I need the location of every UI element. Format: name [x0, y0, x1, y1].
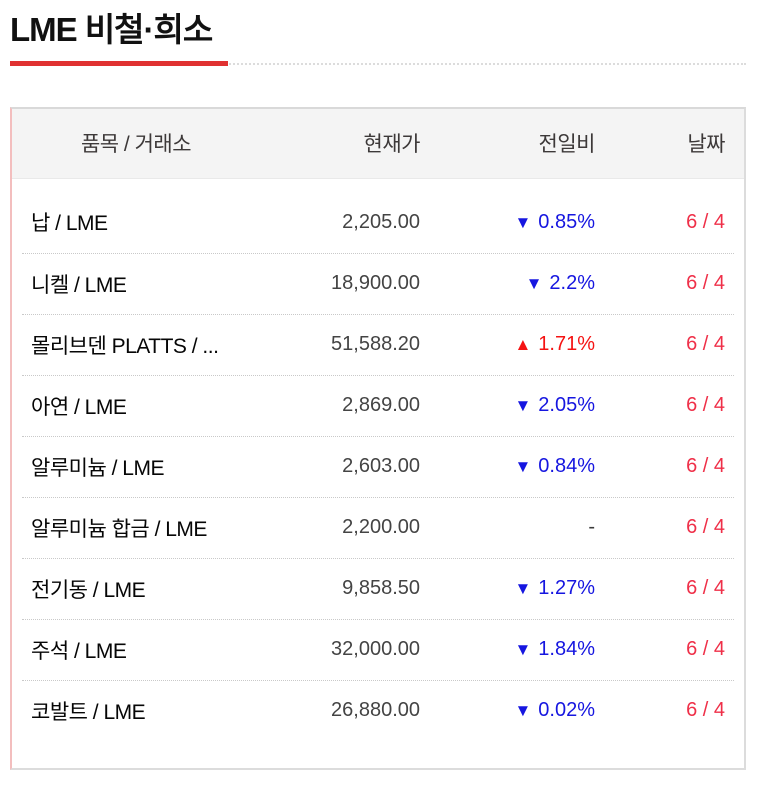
table-row[interactable]: 코발트 / LME 26,880.00 ▼ 0.02% 6 / 4 [22, 679, 734, 741]
daily-change: - [420, 516, 595, 539]
item-name: 몰리브덴 PLATTS / ... [31, 334, 219, 358]
date: 6 / 4 [686, 455, 725, 478]
change-arrow-icon: ▼ [514, 396, 532, 416]
current-price: 2,869.00 [342, 394, 420, 417]
header-price: 현재가 [363, 133, 420, 157]
page-title: LME 비철·희소 [10, 11, 213, 48]
date: 6 / 4 [686, 516, 725, 539]
change-arrow-icon: ▼ [514, 701, 532, 721]
header-date: 날짜 [687, 133, 725, 157]
table-row[interactable]: 납 / LME 2,205.00 ▼ 0.85% 6 / 4 [22, 192, 734, 253]
change-value: 0.02% [538, 699, 595, 722]
table-row[interactable]: 알루미늄 / LME 2,603.00 ▼ 0.84% 6 / 4 [22, 435, 734, 497]
daily-change: ▼ 2.05% [420, 394, 595, 417]
change-arrow-icon: ▼ [514, 640, 532, 660]
table-row[interactable]: 전기동 / LME 9,858.50 ▼ 1.27% 6 / 4 [22, 557, 734, 619]
date: 6 / 4 [686, 699, 725, 722]
table-body: 납 / LME 2,205.00 ▼ 0.85% 6 / 4 니켈 / LME 1… [12, 179, 744, 741]
current-price: 26,880.00 [331, 699, 420, 722]
current-price: 2,205.00 [342, 210, 420, 233]
current-price: 51,588.20 [331, 333, 420, 356]
table-row[interactable]: 주석 / LME 32,000.00 ▼ 1.84% 6 / 4 [22, 618, 734, 680]
date: 6 / 4 [686, 394, 725, 417]
title-accent-bar [10, 60, 228, 66]
item-name: 알루미늄 / LME [31, 456, 164, 480]
table-header-row: 품목 / 거래소 현재가 전일비 날짜 [12, 108, 744, 179]
change-value: 1.84% [538, 638, 595, 661]
change-value: 1.71% [538, 333, 595, 356]
title-dotted-rule [10, 62, 746, 65]
daily-change: ▼ 0.02% [420, 699, 595, 722]
page: LME 비철·희소 품목 / 거래소 현재가 전일비 날짜 납 / LME 2,… [0, 11, 757, 770]
table-row[interactable]: 알루미늄 합금 / LME 2,200.00 - 6 / 4 [22, 496, 734, 558]
change-arrow-icon: ▼ [514, 212, 532, 232]
daily-change: ▼ 1.84% [420, 638, 595, 661]
daily-change: ▼ 2.2% [420, 272, 595, 295]
table-row[interactable]: 몰리브덴 PLATTS / ... 51,588.20 ▲ 1.71% 6 / 4 [22, 313, 734, 375]
change-arrow-icon: ▼ [525, 274, 543, 294]
title-underline [10, 60, 746, 66]
table-row[interactable]: 아연 / LME 2,869.00 ▼ 2.05% 6 / 4 [22, 374, 734, 436]
change-value: 0.84% [538, 455, 595, 478]
item-name: 주석 / LME [31, 639, 127, 663]
item-name: 니켈 / LME [31, 273, 127, 297]
change-value: 2.2% [549, 272, 595, 295]
lme-price-table: 품목 / 거래소 현재가 전일비 날짜 납 / LME 2,205.00 ▼ 0.… [10, 106, 746, 770]
change-value: - [588, 516, 595, 539]
item-name: 아연 / LME [31, 395, 127, 419]
daily-change: ▼ 0.84% [420, 455, 595, 478]
item-name: 코발트 / LME [31, 700, 146, 724]
current-price: 2,200.00 [342, 516, 420, 539]
date: 6 / 4 [686, 638, 725, 661]
item-name: 전기동 / LME [31, 578, 146, 602]
change-value: 0.85% [538, 210, 595, 233]
item-name: 알루미늄 합금 / LME [31, 517, 207, 541]
current-price: 9,858.50 [342, 577, 420, 600]
daily-change: ▲ 1.71% [420, 333, 595, 356]
change-arrow-icon: ▲ [514, 335, 532, 355]
item-name: 납 / LME [31, 212, 108, 236]
current-price: 32,000.00 [331, 638, 420, 661]
date: 6 / 4 [686, 577, 725, 600]
header-item: 품목 / 거래소 [80, 133, 192, 157]
change-value: 2.05% [538, 394, 595, 417]
change-arrow-icon: ▼ [514, 457, 532, 477]
daily-change: ▼ 1.27% [420, 577, 595, 600]
change-value: 1.27% [538, 577, 595, 600]
current-price: 18,900.00 [331, 272, 420, 295]
date: 6 / 4 [686, 272, 725, 295]
header-change: 전일비 [538, 133, 595, 157]
date: 6 / 4 [686, 210, 725, 233]
daily-change: ▼ 0.85% [420, 211, 595, 234]
table-row[interactable]: 니켈 / LME 18,900.00 ▼ 2.2% 6 / 4 [22, 252, 734, 314]
date: 6 / 4 [686, 333, 725, 356]
change-arrow-icon: ▼ [514, 579, 532, 599]
current-price: 2,603.00 [342, 455, 420, 478]
